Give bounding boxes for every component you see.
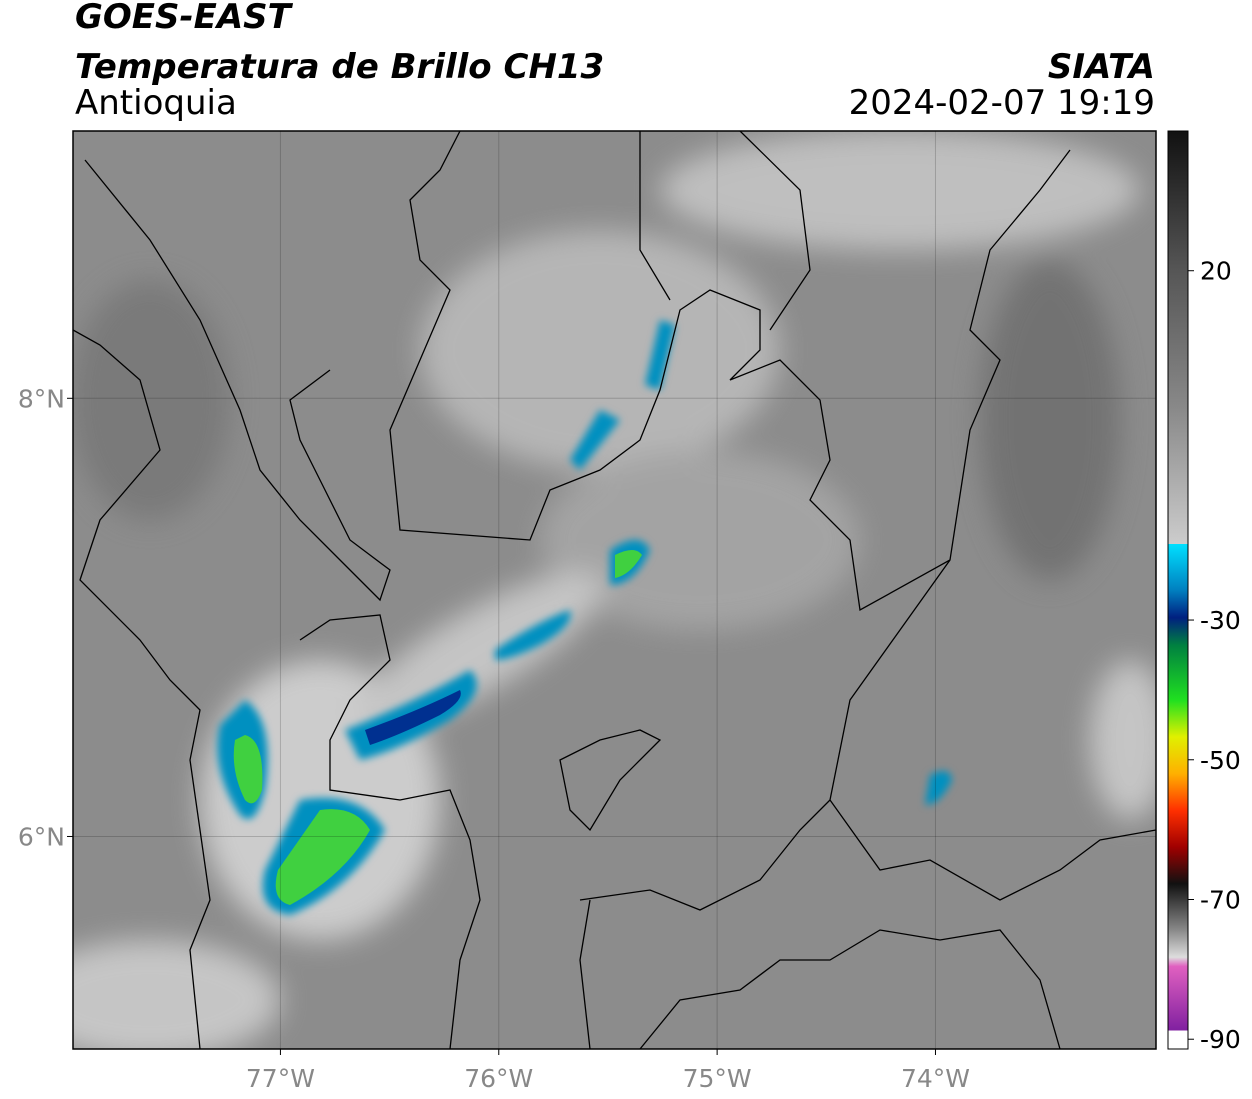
colorbar-tick-label: -90 [1200,1025,1241,1054]
colorbar-tick-label: -30 [1200,606,1241,635]
datetime-label: 2024-02-07 19:19 [849,83,1155,123]
satellite-image [73,131,1156,1049]
lat-tick-label: 6°N [18,822,65,851]
region-label: Antioquia [75,83,237,123]
source-label: SIATA [1048,47,1155,87]
lon-tick-label: 77°W [246,1064,315,1093]
product-title: Temperatura de Brillo CH13 [75,47,604,87]
lon-tick-label: 76°W [464,1064,533,1093]
lon-tick-label: 75°W [683,1064,752,1093]
lat-tick-label: 8°N [18,384,65,413]
colorbar-tick-label: -50 [1200,746,1241,775]
lon-tick-label: 74°W [901,1064,970,1093]
graticule [73,131,1156,1049]
colorbar-tick-label: 20 [1200,257,1232,286]
map-frame [72,130,1157,1050]
colorbar [1167,130,1189,1050]
satellite-title: GOES-EAST [75,0,294,37]
colorbar-tick-label: -70 [1200,885,1241,914]
